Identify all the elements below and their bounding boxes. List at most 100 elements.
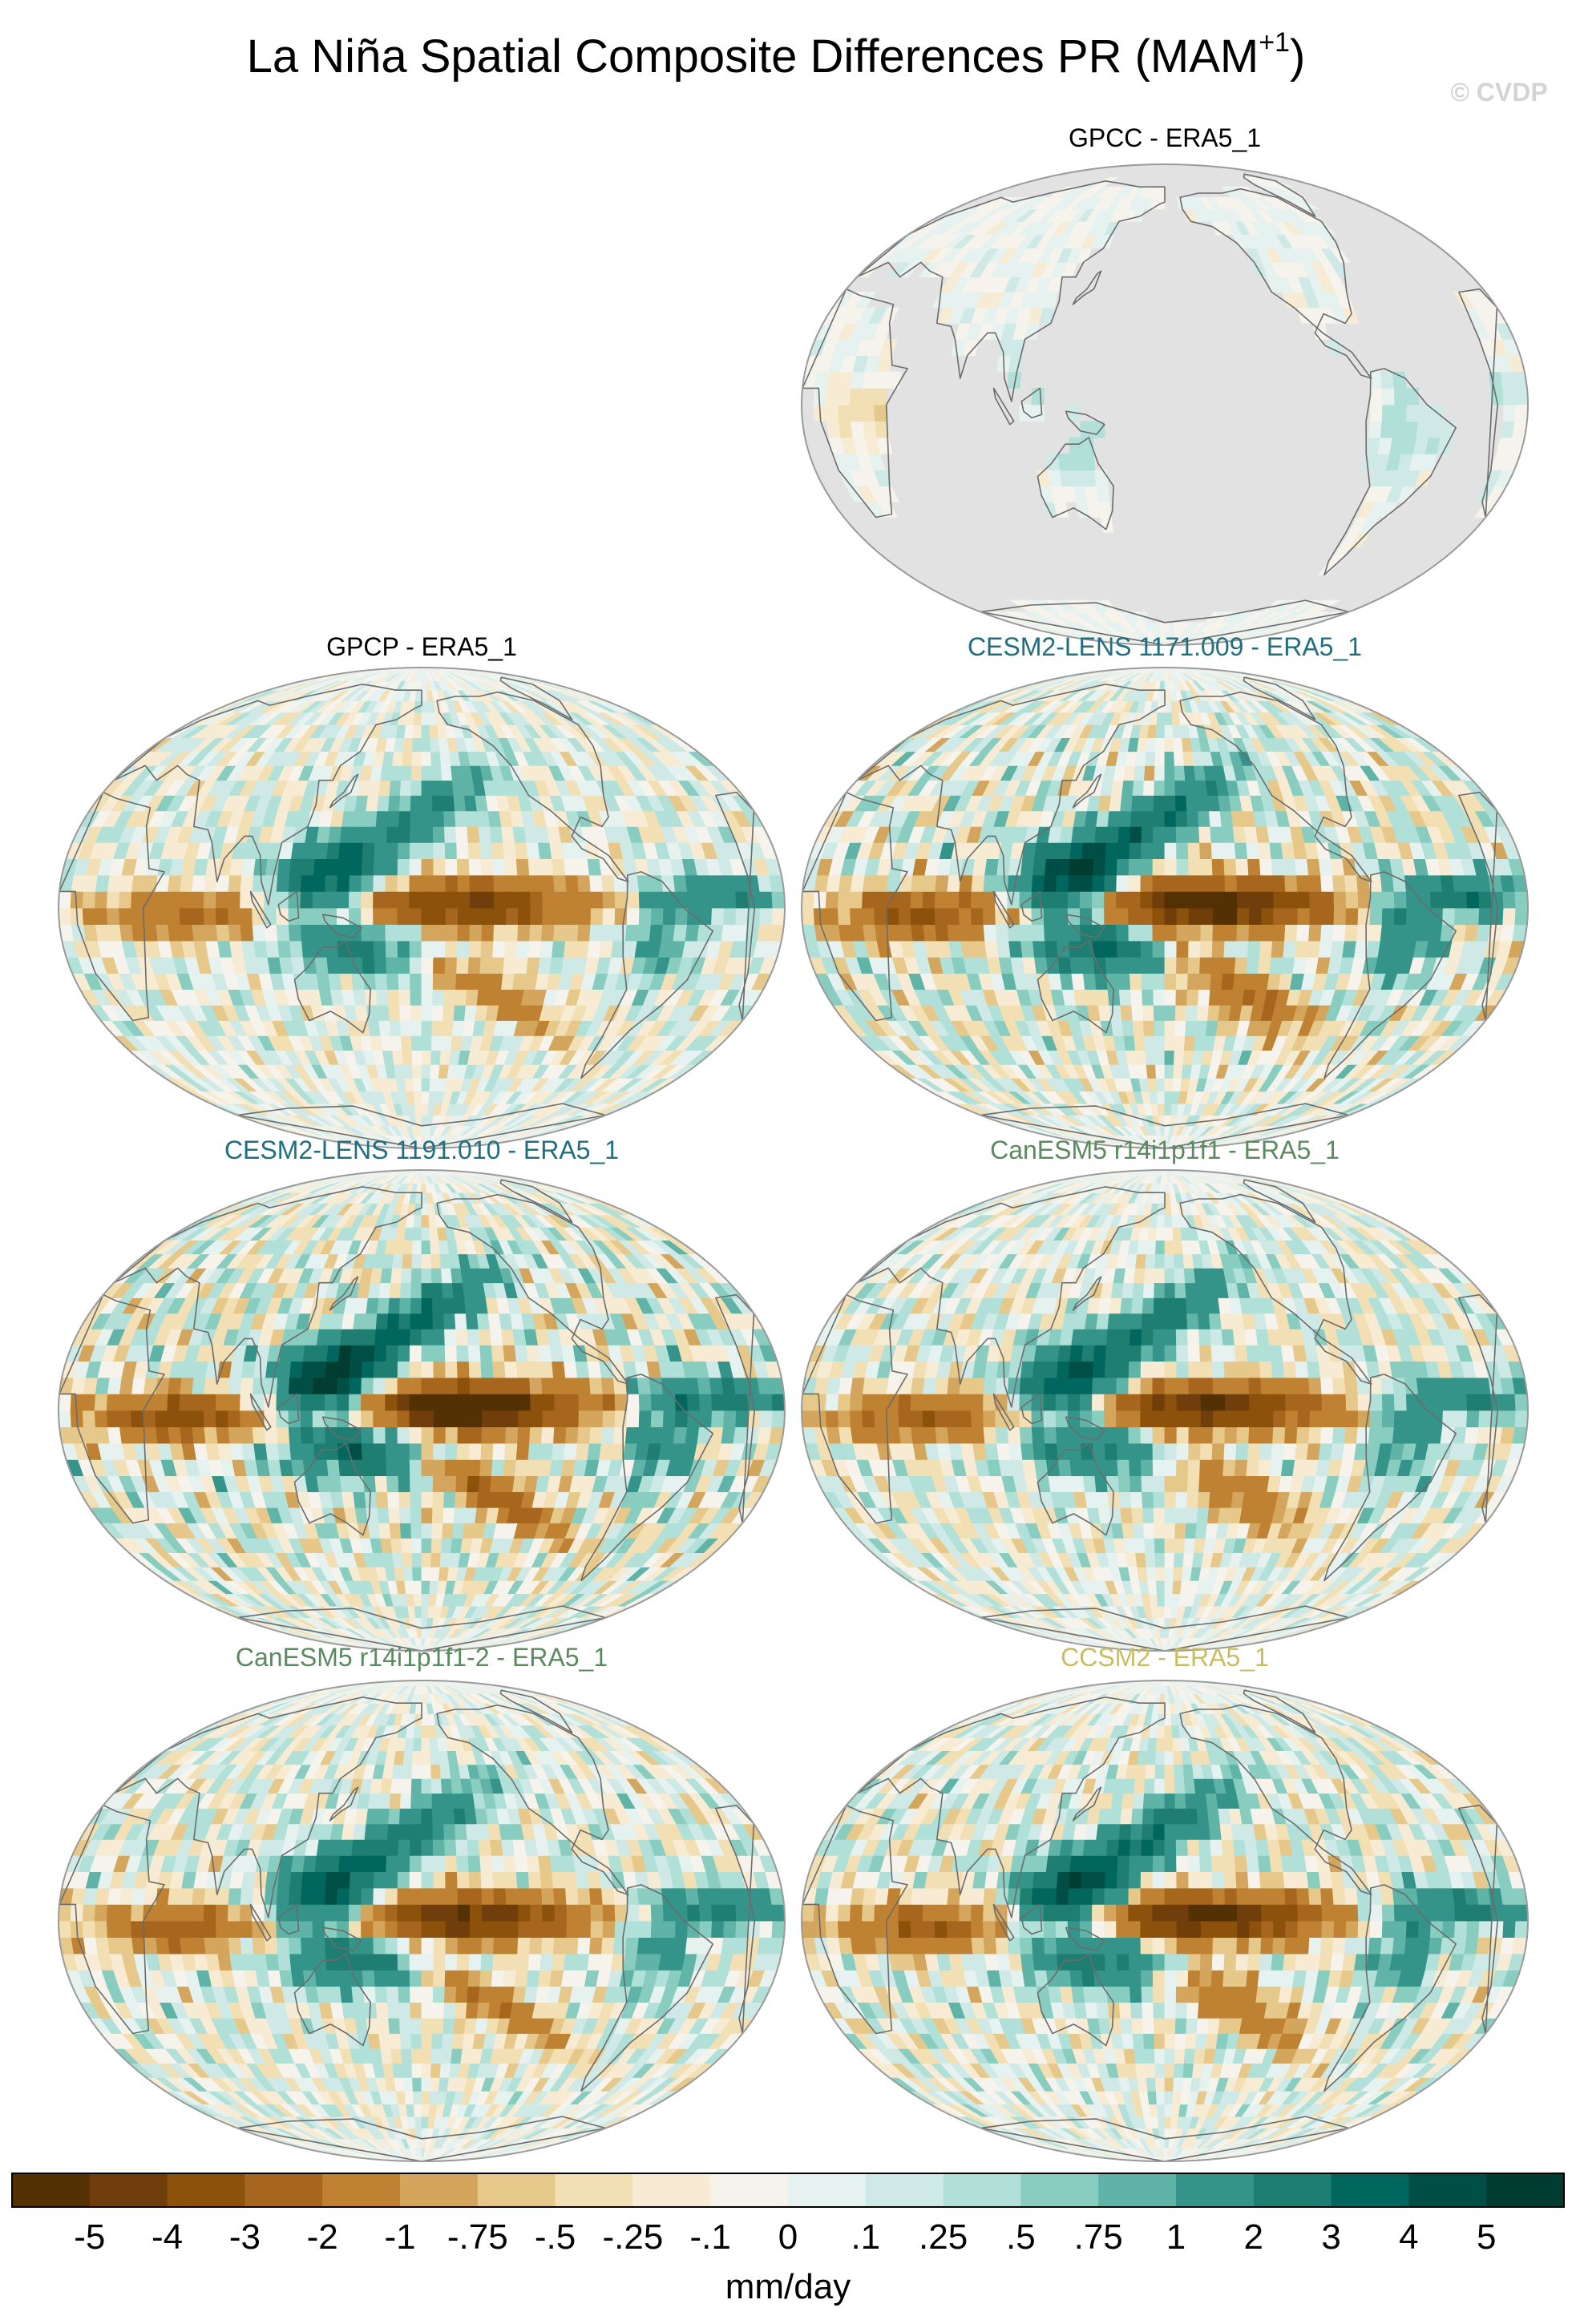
field-cell: [397, 907, 410, 925]
field-cell: [1128, 940, 1142, 958]
field-cell: [457, 907, 471, 925]
field-cell: [265, 940, 281, 958]
field-cell: [1164, 1004, 1177, 1021]
field-cell: [1320, 924, 1335, 942]
field-cell: [316, 973, 331, 990]
field-cell: [1196, 1004, 1210, 1021]
field-cell: [325, 940, 339, 958]
field-cell: [410, 973, 422, 990]
field-cell: [1175, 810, 1188, 827]
field-cell: [406, 712, 415, 725]
field-cell: [1261, 907, 1275, 925]
field-cell: [1164, 973, 1177, 990]
field-cell: [1164, 795, 1177, 812]
field-cell: [1221, 973, 1235, 990]
field-cell: [1380, 924, 1395, 942]
field-cell: [1135, 751, 1147, 766]
field-cell: [416, 680, 422, 691]
field-cell: [578, 907, 592, 925]
field-cell: [82, 891, 96, 909]
field-cell: [1132, 780, 1145, 796]
field-cell: [1154, 751, 1166, 766]
field-cell: [1092, 858, 1106, 876]
field-cell: [1176, 940, 1190, 958]
field-cell: [542, 907, 556, 925]
field-cell: [469, 907, 483, 925]
field-cell: [1123, 1035, 1136, 1051]
field-cell: [1164, 891, 1178, 909]
field-cell: [1068, 858, 1082, 876]
field-cell: [277, 940, 292, 958]
field-cell: [504, 858, 519, 876]
field-cell: [433, 907, 447, 925]
field-cell: [119, 891, 132, 909]
field-cell: [431, 795, 445, 812]
field-cell: [1059, 973, 1074, 990]
field-cell: [288, 874, 302, 892]
field-cell: [1187, 842, 1201, 859]
map-panel-gpcp: GPCP - ERA5_1: [58, 632, 786, 1149]
field-cell: [227, 907, 241, 925]
field-cell: [1129, 826, 1143, 843]
field-cell: [946, 907, 960, 925]
field-cell: [445, 924, 459, 942]
field-cell: [1057, 842, 1073, 859]
field-cell: [612, 924, 628, 942]
field-cell: [1454, 907, 1468, 925]
field-cell: [386, 957, 399, 974]
field-cell: [577, 924, 592, 942]
field-cell: [1164, 940, 1178, 958]
field-cell: [1393, 404, 1408, 422]
field-cell: [1333, 907, 1347, 925]
field-cell: [685, 874, 700, 892]
field-cell: [1128, 891, 1142, 909]
field-cell: [1096, 486, 1110, 502]
map-field: [802, 164, 1528, 645]
field-cell: [1440, 874, 1455, 892]
field-cell: [493, 907, 507, 925]
field-cell: [1143, 1035, 1156, 1051]
field-cell: [825, 387, 839, 405]
field-cell: [1147, 724, 1158, 738]
field-cell: [1176, 874, 1190, 892]
field-cell: [874, 891, 887, 909]
field-cell: [1043, 874, 1057, 892]
field-cell: [397, 874, 410, 892]
field-cell: [1297, 891, 1311, 909]
field-cell: [339, 973, 354, 990]
field-cell: [399, 780, 412, 796]
field-cell: [388, 795, 401, 812]
field-cell: [802, 907, 815, 925]
field-cell: [1198, 826, 1212, 843]
field-cell: [457, 891, 471, 909]
field-cell: [290, 842, 306, 859]
field-cell: [107, 874, 123, 892]
field-cell: [168, 924, 183, 942]
coastline: [1323, 368, 1457, 576]
field-cell: [1175, 973, 1189, 990]
field-cell: [409, 924, 422, 942]
map-panel-gpcc: GPCC - ERA5_1: [801, 123, 1529, 646]
field-cell: [457, 874, 471, 892]
field-cell: [1164, 1063, 1174, 1079]
map-field: [59, 668, 785, 1148]
field-cell: [456, 858, 471, 876]
field-cell: [1257, 957, 1272, 974]
field-cell: [409, 940, 422, 958]
field-cell: [518, 907, 531, 925]
figure-title-close: ): [1290, 30, 1305, 83]
field-cell: [402, 737, 414, 752]
field-cell: [1514, 891, 1528, 909]
field-cell: [480, 858, 495, 876]
field-cell: [1164, 957, 1178, 974]
field-cell: [1094, 973, 1109, 990]
field-cell: [529, 874, 544, 892]
field-cell: [638, 891, 653, 909]
field-cell: [1055, 891, 1069, 909]
field-cell: [563, 858, 578, 876]
field-cell: [1297, 907, 1311, 925]
field-cell: [1318, 858, 1333, 876]
field-cell: [1080, 924, 1093, 942]
field-cell: [432, 810, 445, 827]
field-cell: [1208, 989, 1222, 1006]
